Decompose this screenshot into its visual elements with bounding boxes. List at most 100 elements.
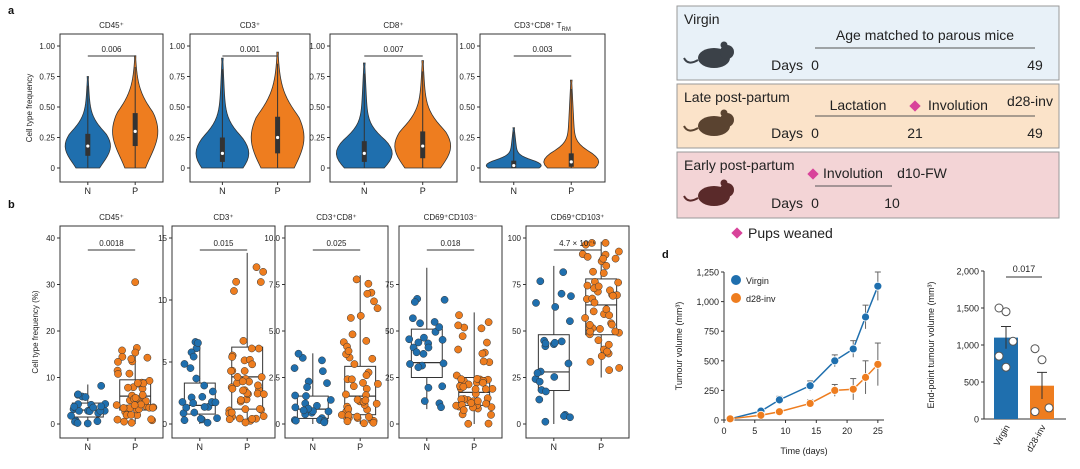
p-value-label: 0.003: [532, 45, 553, 54]
data-point-N: [532, 299, 540, 307]
y-tick-label: 750: [704, 327, 719, 337]
line-chart-tumour: 0 250 500 750 1,000 1,250 0 5 10 15 20 25 Time (days…: [674, 268, 884, 456]
data-point-N: [567, 292, 575, 300]
mouse-head: [720, 183, 734, 197]
data-point-N: [70, 402, 79, 411]
data-point-P: [608, 320, 616, 329]
data-point-N: [536, 277, 545, 286]
data-point-P: [609, 291, 617, 300]
data-point-P: [235, 414, 244, 423]
data-point-P: [605, 366, 614, 374]
data-point-P: [363, 289, 372, 298]
data-point-P: [372, 399, 381, 408]
data-point-P: [137, 400, 145, 409]
panel-letter-a: a: [8, 5, 15, 17]
data-point-N: [542, 387, 550, 396]
panel-letter-b: b: [8, 199, 15, 211]
x-tick-label: P: [568, 186, 574, 196]
x-tick-label: 10: [781, 426, 791, 436]
y-tick-label: 1,250: [696, 268, 719, 278]
bar-point-Virgin: [994, 351, 1004, 361]
data-point-P: [455, 311, 463, 320]
chart-title: CD8⁺: [383, 21, 403, 30]
stage-label: Involution: [823, 165, 883, 181]
y-tick-label: 0.50: [459, 103, 475, 112]
box-iqr-P: [585, 278, 618, 336]
violin-iqr-P: [275, 116, 281, 154]
legend-diamond: [731, 227, 743, 239]
y-tick-label: 25: [512, 374, 521, 383]
data-point-P: [482, 399, 490, 408]
data-point-P: [589, 307, 598, 316]
data-point-P: [232, 277, 240, 286]
p-value-label: 0.025: [326, 239, 347, 248]
data-point-P: [471, 385, 480, 394]
data-point-N: [406, 360, 414, 368]
chart-title: CD45⁺: [99, 213, 124, 222]
violin-median-P: [133, 129, 137, 133]
days-label: Days: [771, 195, 803, 211]
data-point-d28-inv: [861, 372, 870, 382]
bar-point-d28-inv: [1030, 344, 1040, 354]
p-value-label: 0.001: [240, 45, 261, 54]
box-iqr-N: [410, 328, 443, 379]
y-tick-label: 50: [385, 327, 394, 336]
violin-median-N: [86, 144, 90, 148]
y-tick-label: 20: [46, 327, 55, 336]
data-point-Virgin: [805, 381, 815, 391]
timeline-row-title: Virgin: [684, 11, 720, 27]
bar-point-Virgin: [1001, 362, 1011, 372]
data-point-P: [227, 408, 236, 417]
y-tick-label: 15: [158, 234, 167, 243]
data-point-P: [254, 381, 262, 390]
data-point-N: [189, 399, 198, 407]
x-tick-label: 25: [873, 426, 883, 436]
data-point-N: [551, 303, 560, 311]
y-tick-label: 0: [51, 420, 56, 429]
data-point-N: [67, 411, 75, 420]
legend-label: d28-inv: [746, 294, 776, 304]
data-point-P: [256, 405, 264, 413]
y-axis-label: End-point tumour volume (mm³): [926, 281, 936, 408]
data-point-P: [239, 336, 248, 345]
mouse-head: [720, 113, 734, 127]
data-point-P: [127, 418, 136, 427]
data-point-P: [368, 354, 377, 363]
data-point-N: [319, 367, 327, 376]
data-point-P: [374, 380, 382, 388]
data-point-P: [362, 371, 371, 380]
data-point-P: [487, 403, 496, 412]
data-point-P: [359, 379, 367, 387]
mouse-tail: [683, 57, 699, 64]
plot-frame: [171, 225, 276, 439]
y-tick-label: 0: [471, 164, 476, 173]
mouse-icon: [683, 109, 734, 136]
panel-b: CD45⁺ 0 10 20 30 40 N P Cell type frequency (%) 0…: [31, 213, 630, 452]
data-point-P: [458, 332, 467, 340]
violin-median-N: [362, 151, 366, 155]
data-point-P: [364, 279, 373, 288]
data-point-P: [360, 419, 368, 428]
data-point-N: [194, 339, 202, 347]
day-tick: 49: [1027, 125, 1043, 141]
data-point-P: [348, 375, 356, 384]
data-point-P: [131, 348, 140, 357]
timeline-row-1: Late post-partum Days Lactation Involution d…: [676, 83, 1060, 149]
pup-weaned-marker: [807, 168, 819, 180]
data-point-N: [414, 338, 423, 347]
timeline-row-0: Virgin Days Age matched to parous mice 0 49: [676, 5, 1060, 81]
data-point-P: [603, 347, 611, 356]
data-point-P: [120, 417, 128, 426]
y-tick-label: 75: [385, 281, 394, 290]
data-point-P: [113, 415, 122, 424]
data-point-N: [291, 391, 299, 400]
data-point-P: [259, 390, 268, 399]
data-point-P: [611, 254, 620, 263]
chart-title: CD69⁺CD103⁺: [551, 213, 605, 222]
day-tick: 0: [811, 57, 819, 73]
data-point-N: [541, 417, 550, 426]
data-point-P: [124, 383, 132, 392]
data-point-P: [583, 281, 592, 290]
data-point-N: [203, 418, 212, 427]
data-point-P: [615, 247, 623, 256]
